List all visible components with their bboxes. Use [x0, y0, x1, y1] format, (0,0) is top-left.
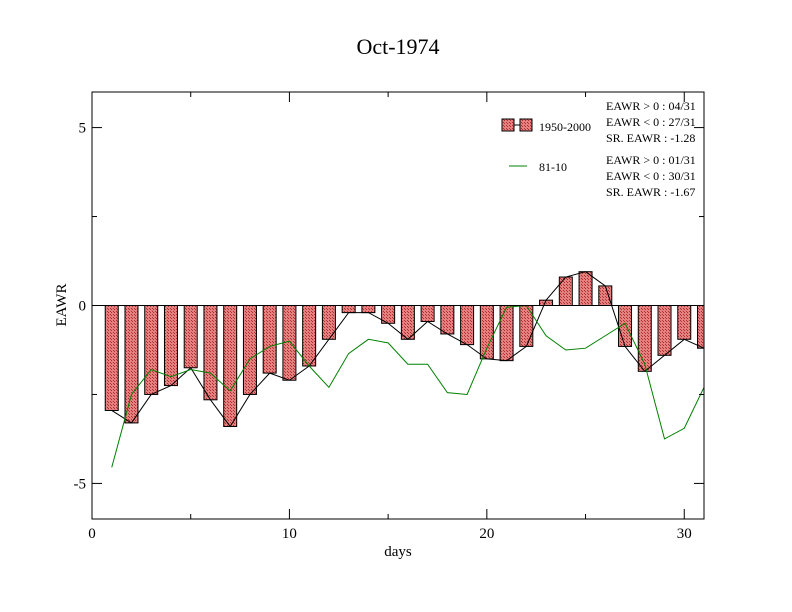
bar-1950-2000-day-21 [499, 305, 514, 362]
bar-1950-2000-day-13 [341, 305, 356, 314]
bar-1950-2000-day-11 [302, 305, 317, 367]
bar-1950-2000-day-12 [321, 305, 336, 340]
y-tick-label: -5 [74, 476, 87, 492]
bar-1950-2000-day-9 [262, 305, 277, 374]
bar-1950-2000-day-30 [677, 305, 692, 340]
bar-1950-2000-day-7 [223, 305, 238, 427]
x-tick-label: 30 [677, 526, 692, 542]
legend-stat-81-10-pos: EAWR > 0 : 01/31 [606, 153, 696, 167]
legend-label-1950-2000: 1950-2000 [539, 120, 591, 134]
y-tick-label: 5 [79, 121, 87, 137]
y-tick-label: 0 [79, 299, 87, 315]
legend-label-81-10: 81-10 [539, 160, 567, 174]
chart-title: Oct-1974 [356, 34, 439, 59]
legend-stat-1950-2000-sr: SR. EAWR : -1.28 [606, 131, 695, 145]
bar-1950-2000-day-28 [637, 305, 652, 372]
bar-1950-2000-day-29 [657, 305, 672, 356]
bar-1950-2000-day-17 [420, 305, 435, 323]
legend-swatch-bar-2 [519, 118, 533, 132]
legend-stat-81-10-sr: SR. EAWR : -1.67 [606, 185, 695, 199]
x-tick-label: 10 [282, 526, 297, 542]
bar-1950-2000-day-6 [203, 305, 218, 401]
bar-1950-2000-day-19 [460, 305, 475, 346]
legend-stat-1950-2000-neg: EAWR < 0 : 27/31 [606, 115, 696, 129]
y-axis-label: EAWR [54, 284, 70, 327]
legend-swatch-bar [501, 118, 515, 132]
x-axis-label: days [384, 544, 412, 560]
bar-1950-2000-day-25 [578, 271, 593, 307]
bar-1950-2000-day-20 [479, 305, 494, 360]
bar-1950-2000-day-4 [163, 305, 178, 387]
bar-1950-2000-day-5 [183, 305, 198, 369]
bar-1950-2000-day-1 [104, 305, 119, 411]
x-tick-label: 20 [479, 526, 494, 542]
x-tick-label: 0 [88, 526, 96, 542]
line-81-10 [111, 304, 704, 468]
bar-1950-2000-day-31 [697, 305, 704, 349]
bar-1950-2000-day-18 [440, 305, 455, 335]
bar-1950-2000-day-3 [144, 305, 159, 395]
bar-1950-2000-day-16 [400, 305, 415, 340]
bar-1950-2000-day-24 [558, 276, 573, 306]
legend-stat-81-10-neg: EAWR < 0 : 30/31 [606, 169, 696, 183]
bar-1950-2000-day-14 [361, 305, 376, 314]
bar-1950-2000-day-10 [282, 305, 297, 381]
bar-1950-2000-day-2 [124, 305, 139, 424]
bar-1950-2000-day-26 [598, 285, 613, 306]
bar-1950-2000-day-8 [242, 305, 257, 395]
legend: 1950-2000 EAWR > 0 : 04/31 EAWR < 0 : 27… [501, 99, 696, 199]
line-1950-2000 [111, 271, 704, 428]
legend-stat-1950-2000-pos: EAWR > 0 : 04/31 [606, 99, 696, 113]
